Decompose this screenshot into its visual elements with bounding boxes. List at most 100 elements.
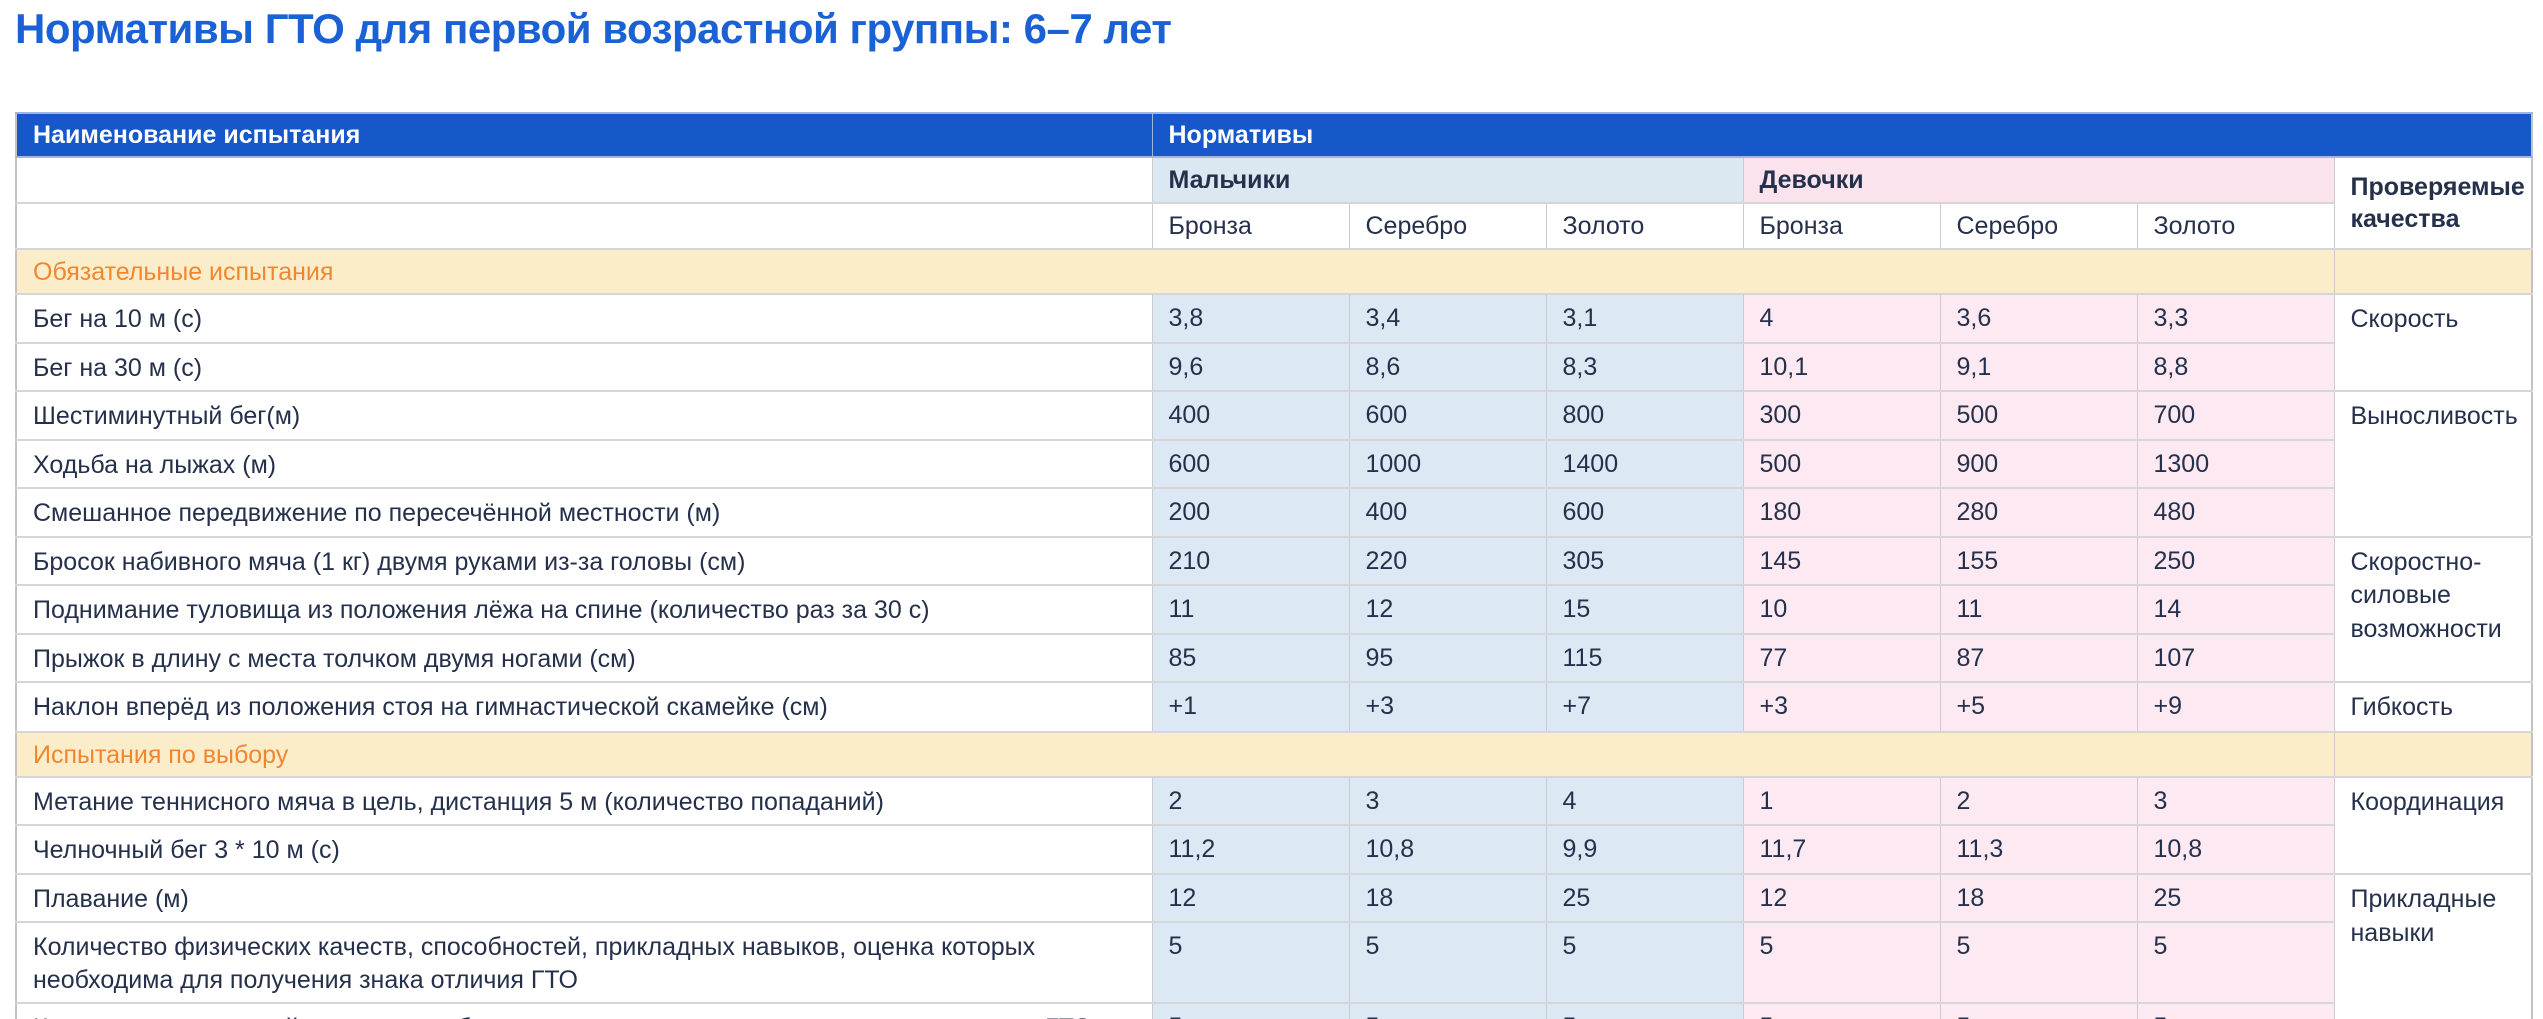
value-cell-girls-silver: 900	[1939, 438, 2138, 489]
value-cell-girls-bronze: 1	[1742, 775, 1941, 827]
test-name-cell: Бег на 10 м (с)	[15, 293, 1153, 344]
empty-header-cell	[15, 156, 1153, 204]
value-cell-girls-silver: 5	[1939, 921, 2138, 1005]
value-cell-boys-gold: 25	[1545, 872, 1744, 924]
value-cell-girls-bronze: 300	[1742, 390, 1941, 441]
value-cell-girls-silver: 500	[1939, 390, 2138, 441]
value-cell-girls-silver: 2	[1939, 775, 2138, 827]
value-cell-boys-gold: 5	[1545, 921, 1744, 1005]
value-cell-boys-silver: 10,8	[1348, 824, 1547, 875]
value-cell-boys-gold: 15	[1545, 584, 1744, 635]
value-cell-girls-bronze: 5	[1742, 921, 1941, 1005]
value-cell-boys-silver: 5	[1348, 1002, 1547, 1019]
value-cell-girls-silver: 87	[1939, 632, 2138, 683]
test-name-cell: Наклон вперёд из положения стоя на гимна…	[15, 681, 1153, 733]
quality-cell: Выносливость	[2333, 390, 2533, 538]
col-header-girls-bronze: Бронза	[1742, 202, 1941, 250]
table-row: Прыжок в длину с места толчком двумя ног…	[15, 632, 2532, 683]
quality-cell: Координация	[2333, 775, 2533, 875]
page-title: Нормативы ГТО для первой возрастной груп…	[15, 5, 1172, 52]
value-cell-boys-silver: 95	[1348, 632, 1547, 683]
test-name-cell: Метание теннисного мяча в цель, дистанци…	[15, 775, 1153, 827]
value-cell-boys-gold: 800	[1545, 390, 1744, 441]
value-cell-boys-bronze: 11	[1151, 584, 1350, 635]
col-header-girls-silver: Серебро	[1939, 202, 2138, 250]
value-cell-girls-gold: 3	[2136, 775, 2335, 827]
value-cell-boys-silver: +3	[1348, 681, 1547, 733]
table-row: Количество физических качеств, способнос…	[15, 921, 2532, 1005]
value-cell-girls-bronze: 10,1	[1742, 341, 1941, 392]
value-cell-girls-gold: 14	[2136, 584, 2335, 635]
value-cell-boys-silver: 600	[1348, 390, 1547, 441]
section-row: Обязательные испытания	[15, 248, 2533, 295]
value-cell-girls-silver: 11,3	[1939, 824, 2138, 875]
col-header-normatives: Нормативы	[1151, 112, 2533, 158]
value-cell-boys-gold: 9,9	[1545, 824, 1744, 875]
value-cell-boys-silver: 1000	[1348, 438, 1547, 489]
section-row: Испытания по выбору	[15, 730, 2533, 778]
value-cell-boys-gold: 305	[1545, 535, 1744, 586]
section-title: Обязательные испытания	[15, 248, 2335, 295]
value-cell-girls-gold: 250	[2136, 535, 2335, 586]
value-cell-boys-silver: 5	[1348, 921, 1547, 1005]
col-header-boys-silver: Серебро	[1348, 202, 1547, 250]
header-row-medals: Бронза Серебро Золото Бронза Серебро Зол…	[15, 202, 2532, 250]
value-cell-boys-gold: 8,3	[1545, 341, 1744, 392]
value-cell-girls-bronze: 12	[1742, 872, 1941, 924]
value-cell-girls-bronze: 10	[1742, 584, 1941, 635]
value-cell-boys-bronze: 5	[1151, 1002, 1350, 1019]
value-cell-girls-silver: 11	[1939, 584, 2138, 635]
value-cell-boys-bronze: 2	[1151, 775, 1350, 827]
quality-cell: Скоростно-силовые возможности	[2333, 535, 2533, 683]
table-row: Ходьба на лыжах (м) 600 1000 1400 500 900 1300	[15, 438, 2532, 489]
value-cell-girls-bronze: +3	[1742, 681, 1941, 733]
value-cell-girls-gold: 480	[2136, 487, 2335, 538]
value-cell-girls-bronze: 500	[1742, 438, 1941, 489]
value-cell-boys-bronze: 12	[1151, 872, 1350, 924]
value-cell-girls-silver: 18	[1939, 872, 2138, 924]
value-cell-girls-gold: 25	[2136, 872, 2335, 924]
table-row: Шестиминутный бег(м) 400 600 800 300 500 700 Вы…	[15, 390, 2533, 538]
value-cell-girls-bronze: 77	[1742, 632, 1941, 683]
value-cell-boys-bronze: 5	[1151, 921, 1350, 1005]
empty-header-cell	[15, 202, 1153, 250]
value-cell-boys-silver: 12	[1348, 584, 1547, 635]
value-cell-girls-bronze: 5	[1742, 1002, 1941, 1019]
value-cell-boys-gold: 5	[1545, 1002, 1744, 1019]
table-row: Метание теннисного мяча в цель, дистанци…	[15, 775, 2533, 875]
value-cell-boys-silver: 18	[1348, 872, 1547, 924]
value-cell-girls-gold: 5	[2136, 1002, 2335, 1019]
value-cell-girls-bronze: 4	[1742, 293, 1941, 344]
value-cell-boys-bronze: 85	[1151, 632, 1350, 683]
test-name-cell: Поднимание туловища из положения лёжа на…	[15, 584, 1153, 635]
test-name-cell: Количество физических качеств, способнос…	[15, 921, 1153, 1005]
col-header-girls-gold: Золото	[2136, 202, 2335, 250]
value-cell-girls-gold: 3,3	[2136, 293, 2335, 344]
table-row: Бросок набивного мяча (1 кг) двумя рукам…	[15, 535, 2533, 683]
value-cell-boys-bronze: 11,2	[1151, 824, 1350, 875]
value-cell-boys-silver: 220	[1348, 535, 1547, 586]
value-cell-boys-bronze: 3,8	[1151, 293, 1350, 344]
value-cell-boys-bronze: 200	[1151, 487, 1350, 538]
quality-cell: Прикладные навыки	[2333, 872, 2533, 1019]
col-header-test-name: Наименование испытания	[15, 112, 1153, 158]
value-cell-boys-gold: 4	[1545, 775, 1744, 827]
standards-table-body: Обязательные испытания Бег на 10 м (с) 3,8…	[15, 248, 2533, 1019]
test-name-cell: Бег на 30 м (с)	[15, 341, 1153, 392]
standards-table: Наименование испытания Нормативы Мальчик…	[15, 112, 2534, 1019]
value-cell-boys-gold: 1400	[1545, 438, 1744, 489]
col-header-qualities: Проверяемые качества	[2333, 156, 2533, 250]
value-cell-boys-bronze: 600	[1151, 438, 1350, 489]
test-name-cell: Плавание (м)	[15, 872, 1153, 924]
value-cell-boys-bronze: 400	[1151, 390, 1350, 441]
value-cell-girls-silver: 280	[1939, 487, 2138, 538]
value-cell-girls-bronze: 180	[1742, 487, 1941, 538]
value-cell-girls-gold: 107	[2136, 632, 2335, 683]
value-cell-boys-bronze: 9,6	[1151, 341, 1350, 392]
test-name-cell: Бросок набивного мяча (1 кг) двумя рукам…	[15, 535, 1153, 586]
value-cell-girls-silver: 3,6	[1939, 293, 2138, 344]
table-row: Бег на 30 м (с) 9,6 8,6 8,3 10,1 9,1 8,8	[15, 341, 2532, 392]
value-cell-boys-silver: 3	[1348, 775, 1547, 827]
value-cell-girls-silver: 9,1	[1939, 341, 2138, 392]
table-row: Количество испытаний, которые необходимо…	[15, 1002, 2532, 1019]
